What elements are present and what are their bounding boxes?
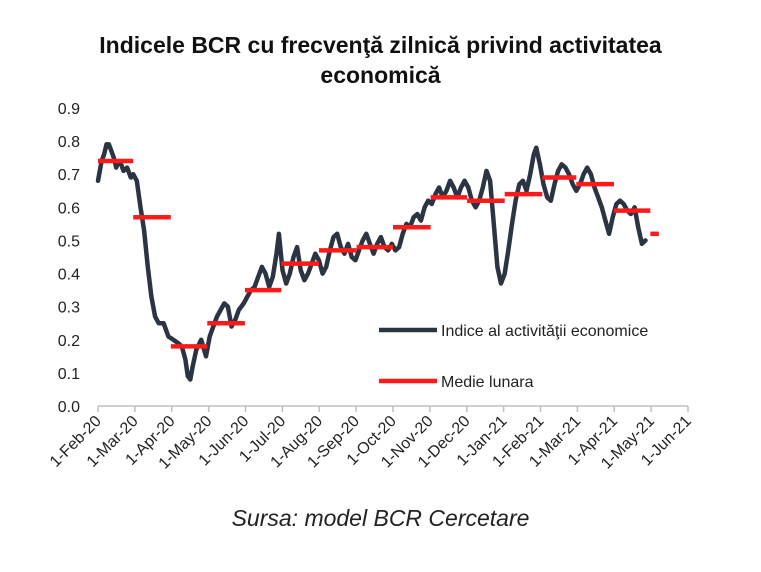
y-tick-label: 0.5 [58,233,80,250]
y-tick-label: 0.6 [58,200,80,217]
chart-title: Indicele BCR cu frecvenţă zilnică privin… [0,30,761,90]
chart-title-line-2: economică [320,62,441,88]
legend-label-activity-index: Indice al activităţii economice [441,323,648,340]
source-note: Sursa: model BCR Cercetare [231,505,530,531]
y-tick-label: 0.3 [58,300,80,317]
y-axis: 0.0 0.1 0.2 0.3 0.4 0.5 0.6 0.7 0.8 0.9 [58,101,80,416]
y-tick-label: 0.8 [58,134,80,151]
legend-label-monthly-average: Medie lunara [441,374,534,391]
legend: Indice al activităţii economice Medie lun… [379,323,648,391]
series-layer [95,142,659,382]
y-tick-label: 0.4 [58,267,80,284]
y-tick-label: 0.0 [58,399,80,416]
y-tick-label: 0.7 [58,167,80,184]
y-tick-label: 0.9 [58,101,80,118]
x-axis: 1-Feb-201-Mar-201-Apr-201-May-201-Jun-20… [47,405,695,473]
chart-title-line-1: Indicele BCR cu frecvenţă zilnică privin… [99,32,662,58]
y-tick-label: 0.1 [58,366,80,383]
y-tick-label: 0.2 [58,333,80,350]
